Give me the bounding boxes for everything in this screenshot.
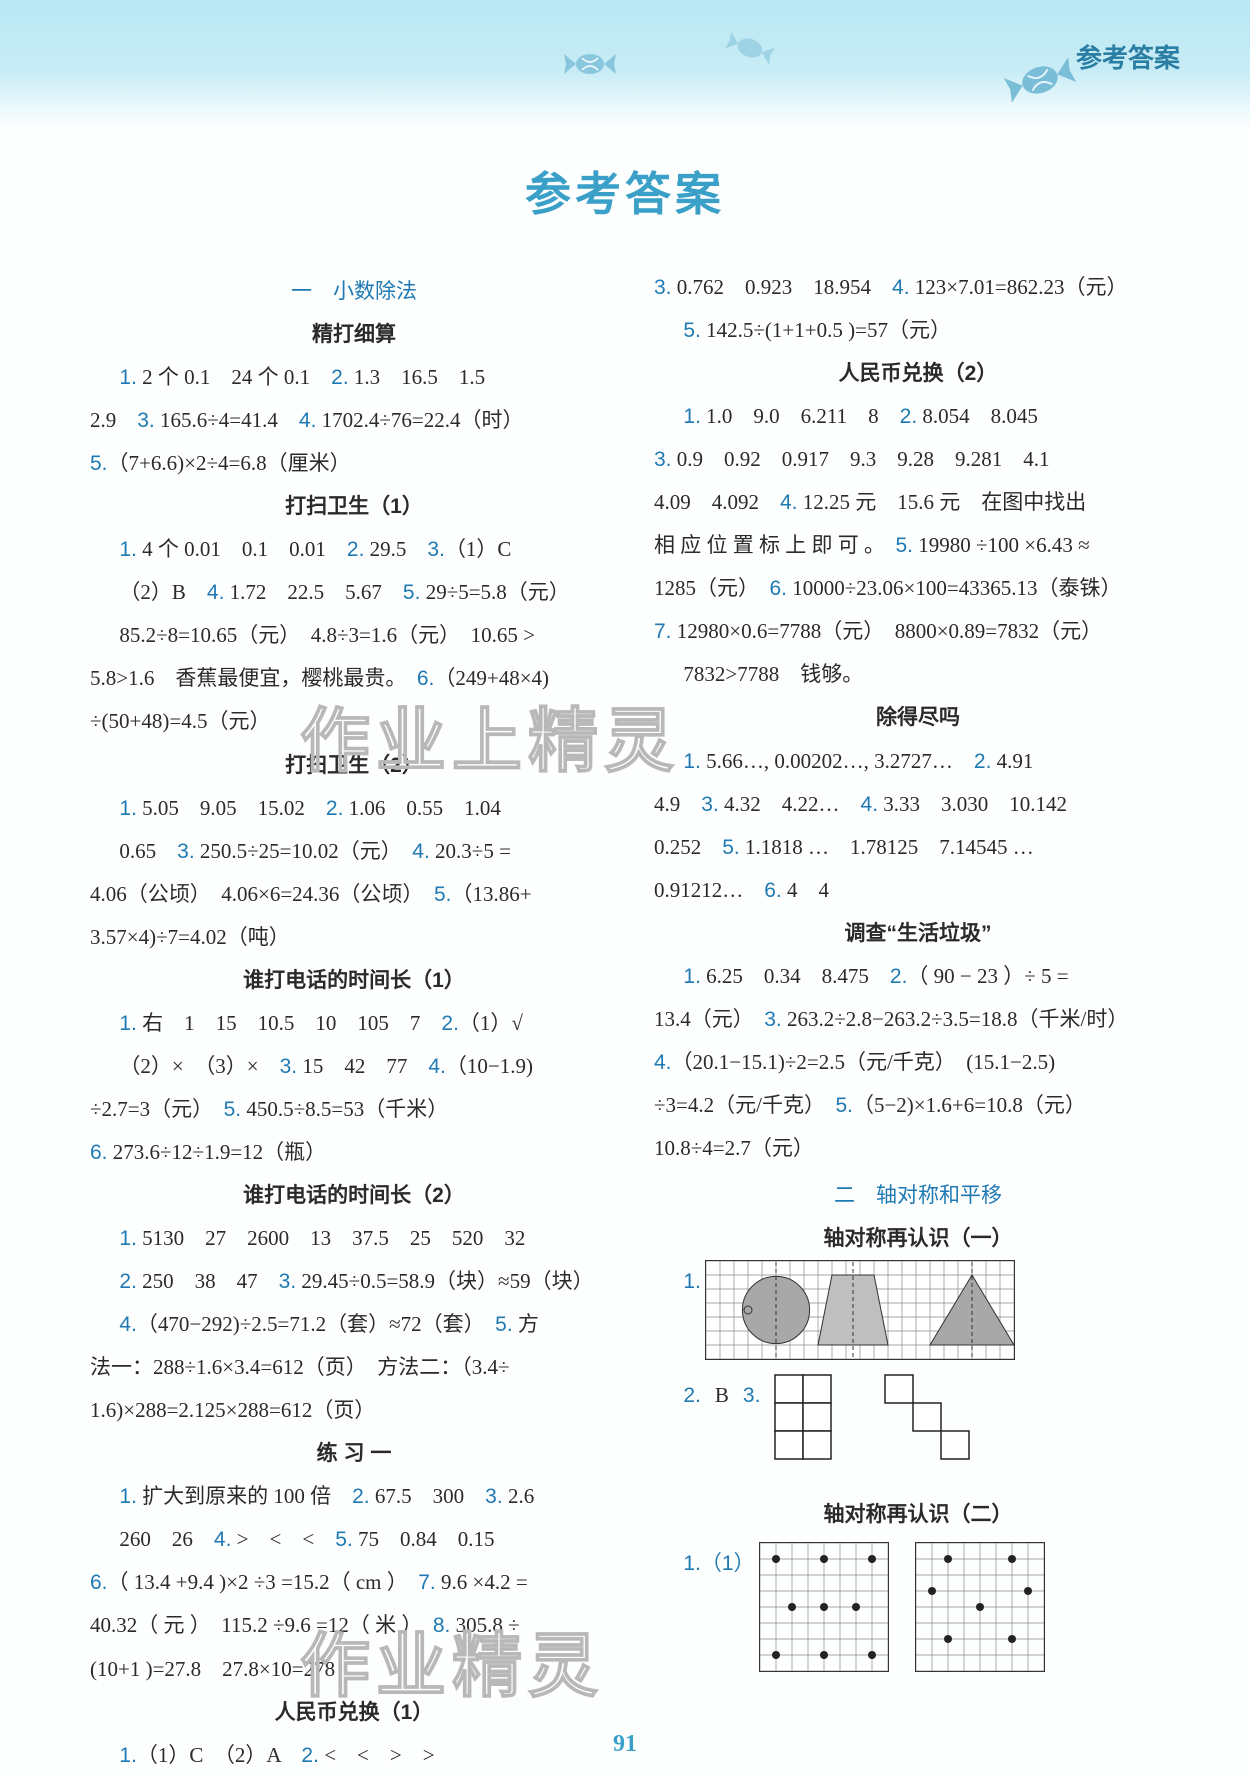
section-heading: 打扫卫生（2）: [90, 744, 618, 787]
answer-line: 4.09 4.092 4. 12.25 元 15.6 元 在图中找出: [654, 481, 1182, 524]
answer-line: 4.06（公顷） 4.06×6=24.36（公顷） 5.（13.86+: [90, 873, 618, 916]
header-band: 参考答案: [0, 0, 1250, 130]
answer-text: B: [715, 1374, 729, 1417]
answer-line: 5.8>1.6 香蕉最便宜，樱桃最贵。 6.（249+48×4): [90, 657, 618, 700]
section-heading: 精打细算: [90, 313, 618, 356]
section-heading: 轴对称再认识（一）: [654, 1217, 1182, 1260]
cells-figure-b: [884, 1374, 970, 1475]
chapter-heading: 二 轴对称和平移: [654, 1174, 1182, 1217]
answer-line: 3. 0.9 0.92 0.917 9.3 9.28 9.281 4.1: [654, 438, 1182, 481]
answer-line: 7832>7788 钱够。: [654, 653, 1182, 696]
answer-line: 1. 扩大到原来的 100 倍 2. 67.5 300 3. 2.6: [90, 1475, 618, 1518]
answer-line: 4.9 3. 4.32 4.22… 4. 3.33 3.030 10.142: [654, 783, 1182, 826]
answer-line: 4.（20.1−15.1)÷2=2.5（元/千克） (15.1−2.5): [654, 1041, 1182, 1084]
answer-line: 40.32（ 元 ） 115.2 ÷9.6 =12（ 米 ） 8. 305.8 …: [90, 1604, 618, 1647]
answer-line: 0.91212… 6. 4 4: [654, 869, 1182, 912]
dot-grid-1: [759, 1542, 889, 1672]
answer-line: ÷2.7=3（元） 5. 450.5÷8.5=53（千米）: [90, 1088, 618, 1131]
header-label: 参考答案: [1076, 38, 1180, 75]
answer-line: 13.4（元） 3. 263.2÷2.8−263.2÷3.5=18.8（千米/时…: [654, 998, 1182, 1041]
page-title: 参考答案: [0, 158, 1250, 224]
section-heading: 人民币兑换（2）: [654, 352, 1182, 395]
dot-grid-2: [915, 1542, 1045, 1672]
content-columns: 一 小数除法精打细算1. 2 个 0.1 24 个 0.1 2. 1.3 16.…: [0, 224, 1250, 1777]
answer-line: 相 应 位 置 标 上 即 可 。 5. 19980 ÷100 ×6.43 ≈: [654, 524, 1182, 567]
answer-line: 6. 273.6÷12÷1.9=12（瓶）: [90, 1131, 618, 1174]
answer-line: 5. 142.5÷(1+1+0.5 )=57（元）: [654, 309, 1182, 352]
answer-line: 1. 5130 27 2600 13 37.5 25 520 32: [90, 1217, 618, 1260]
answer-line: 1. 2 个 0.1 24 个 0.1 2. 1.3 16.5 1.5: [90, 356, 618, 399]
answer-line: 1. 5.66…, 0.00202…, 3.2727… 2. 4.91: [654, 740, 1182, 783]
section-heading: 除得尽吗: [654, 696, 1182, 739]
section-heading: 练 习 一: [90, 1432, 618, 1475]
answer-line: 2.9 3. 165.6÷4=41.4 4. 1702.4÷76=22.4（时）: [90, 399, 618, 442]
question-number: 2.: [683, 1374, 701, 1417]
answer-line: 2. 250 38 47 3. 29.45÷0.5=58.9（块）≈59（块）: [90, 1260, 618, 1303]
section-heading: 调查“生活垃圾”: [654, 912, 1182, 955]
section-heading: 谁打电话的时间长（2）: [90, 1174, 618, 1217]
answer-line: 1. 5.05 9.05 15.02 2. 1.06 0.55 1.04: [90, 787, 618, 830]
answer-line: 1.6)×288=2.125×288=612（页）: [90, 1389, 618, 1432]
answer-line: （2）B 4. 1.72 22.5 5.67 5. 29÷5=5.8（元）: [90, 571, 618, 614]
page-number: 91: [0, 1731, 1250, 1758]
answer-line: 1. 1.0 9.0 6.211 8 2. 8.054 8.045: [654, 395, 1182, 438]
answer-line: 1285（元） 6. 10000÷23.06×100=43365.13（泰铢）: [654, 567, 1182, 610]
answer-line: 1. 6.25 0.34 8.475 2.（ 90 − 23 ）÷ 5 =: [654, 955, 1182, 998]
answer-line: (10+1 )=27.8 27.8×10=278: [90, 1648, 618, 1691]
right-column: 3. 0.762 0.923 18.954 4. 123×7.01=862.23…: [654, 266, 1182, 1777]
section-heading: 轴对称再认识（二）: [654, 1493, 1182, 1536]
answer-line: 260 26 4. > < < 5. 75 0.84 0.15: [90, 1518, 618, 1561]
question-number: 1.: [683, 1260, 701, 1303]
answer-line: 0.65 3. 250.5÷25=10.02（元） 4. 20.3÷5 =: [90, 830, 618, 873]
answer-line: 1. 4 个 0.01 0.1 0.01 2. 29.5 3.（1）C: [90, 528, 618, 571]
answer-line: 10.8÷4=2.7（元）: [654, 1127, 1182, 1170]
answer-line: 3. 0.762 0.923 18.954 4. 123×7.01=862.23…: [654, 266, 1182, 309]
cells-figure-a: [774, 1374, 832, 1475]
candy-icon: [996, 46, 1085, 115]
answer-line: 1. 右 1 15 10.5 10 105 7 2.（1）√: [90, 1002, 618, 1045]
answer-line: 法一：288÷1.6×3.4=612（页） 方法二：（3.4÷: [90, 1346, 618, 1389]
left-column: 一 小数除法精打细算1. 2 个 0.1 24 个 0.1 2. 1.3 16.…: [90, 266, 618, 1777]
candy-icon: [560, 46, 620, 82]
section-heading: 打扫卫生（1）: [90, 485, 618, 528]
answer-line: 5.（7+6.6)×2÷4=6.8（厘米）: [90, 442, 618, 485]
answer-line: ÷(50+48)=4.5（元）: [90, 700, 618, 743]
answer-line: 6.（ 13.4 +9.4 )×2 ÷3 =15.2（ cm ） 7. 9.6 …: [90, 1561, 618, 1604]
answer-line: ÷3=4.2（元/千克） 5.（5−2)×1.6+6=10.8（元）: [654, 1084, 1182, 1127]
candy-icon: [719, 24, 781, 73]
answer-line: 3.57×4)÷7=4.02（吨）: [90, 916, 618, 959]
chapter-heading: 一 小数除法: [90, 270, 618, 313]
answer-line: （2）× （3）× 3. 15 42 77 4.（10−1.9): [90, 1045, 618, 1088]
question-number: 3.: [743, 1374, 761, 1417]
answer-line: 4.（470−292)÷2.5=71.2（套）≈72（套） 5. 方: [90, 1303, 618, 1346]
section-heading: 人民币兑换（1）: [90, 1691, 618, 1734]
answer-line: 85.2÷8=10.65（元） 4.8÷3=1.6（元） 10.65 >: [90, 614, 618, 657]
answer-line: 7. 12980×0.6=7788（元） 8800×0.89=7832（元）: [654, 610, 1182, 653]
symmetry-figure-1: [705, 1260, 1015, 1360]
question-number: 1.（1）: [683, 1542, 754, 1585]
section-heading: 谁打电话的时间长（1）: [90, 959, 618, 1002]
answer-line: 0.252 5. 1.1818 … 1.78125 7.14545 …: [654, 826, 1182, 869]
